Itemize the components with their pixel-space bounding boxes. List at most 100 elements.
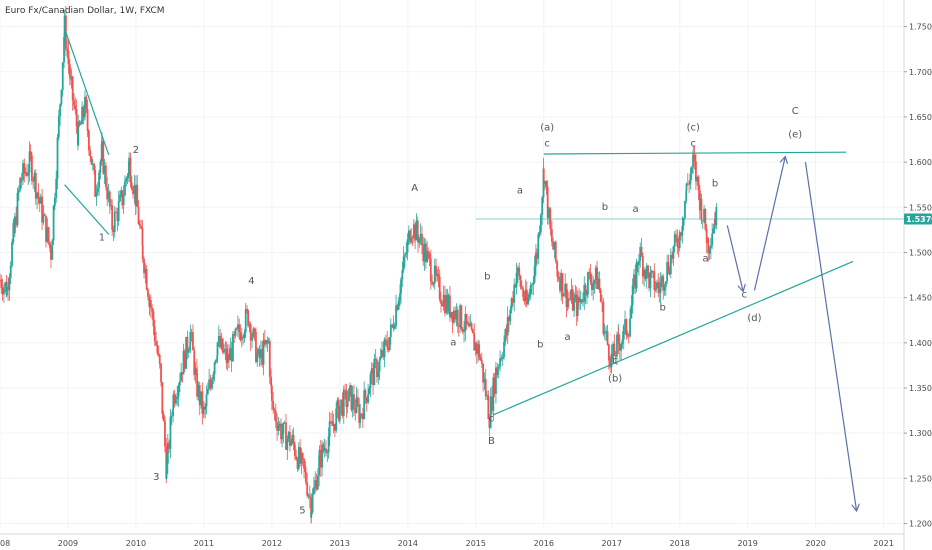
candle-body xyxy=(624,319,626,326)
candle-body xyxy=(432,282,435,285)
candle-body xyxy=(629,318,631,337)
x-tick-label: 2014 xyxy=(398,539,418,548)
candle-body xyxy=(286,438,289,450)
candle-body xyxy=(95,192,98,197)
candle-body xyxy=(281,433,283,440)
candle-body xyxy=(323,448,326,451)
candle-body xyxy=(399,293,401,301)
candle-body xyxy=(421,233,423,246)
x-tick-label: 2018 xyxy=(670,539,690,548)
candle-body xyxy=(686,183,689,185)
candle-body xyxy=(293,444,296,457)
x-tick-label: 2017 xyxy=(602,539,622,548)
candle-body xyxy=(336,399,339,409)
candle-body xyxy=(168,442,171,449)
candle-body xyxy=(155,341,157,346)
candle-body xyxy=(55,178,58,198)
wave-label: c xyxy=(612,356,618,367)
x-tick-label: 2009 xyxy=(58,539,78,548)
wave-label: b xyxy=(712,178,718,189)
candle-body xyxy=(389,324,392,338)
candle-body xyxy=(160,363,162,383)
candle-body xyxy=(169,416,172,449)
candle-body xyxy=(369,374,372,389)
candle-body xyxy=(276,422,279,431)
candle-body xyxy=(570,289,573,300)
candle-body xyxy=(280,423,282,440)
candle-body xyxy=(653,271,656,291)
candle-body xyxy=(589,272,592,283)
candle-body xyxy=(96,188,99,193)
candle-body xyxy=(34,173,37,199)
candle-body xyxy=(431,281,434,285)
candle-body xyxy=(614,355,617,357)
x-tick-label: 2016 xyxy=(534,539,554,548)
candle-body xyxy=(392,324,395,329)
candle-body xyxy=(127,161,130,176)
candle-body xyxy=(571,289,574,311)
wave-labels: 1 2 3 4 5 A Bc a b a b c (a) a b a c (b) b c (c) b a c (d) C (e) xyxy=(99,106,803,516)
candle-body xyxy=(656,282,658,289)
candle-body xyxy=(537,234,540,259)
candle-body xyxy=(440,299,442,304)
candle-body xyxy=(185,336,188,369)
candle-body xyxy=(296,459,299,469)
candle-body xyxy=(340,399,343,406)
candle-body xyxy=(509,309,512,322)
candle-body xyxy=(353,394,355,409)
candle-body xyxy=(650,270,653,273)
candle-body xyxy=(121,190,124,206)
y-tick-label: 1.25000 xyxy=(909,474,932,483)
y-tick-label: 1.75000 xyxy=(909,23,932,32)
candle-body xyxy=(583,284,586,302)
candle-body xyxy=(368,388,371,395)
candle-body xyxy=(161,382,164,414)
candle-body xyxy=(668,272,671,275)
candle-body xyxy=(451,312,454,323)
candle-body xyxy=(66,49,69,51)
candle-body xyxy=(535,252,537,267)
candle-body xyxy=(256,354,259,363)
candle-body xyxy=(379,356,382,360)
candle-body xyxy=(633,274,635,286)
candle-body xyxy=(348,388,350,402)
candle-body xyxy=(211,378,213,389)
candle-body xyxy=(133,185,136,195)
candles xyxy=(0,5,718,524)
candle-body xyxy=(108,191,111,207)
candle-body xyxy=(239,332,242,341)
candle-body xyxy=(578,296,580,303)
candle-body xyxy=(77,121,80,146)
candle-body xyxy=(657,282,660,288)
candle-body xyxy=(538,232,541,235)
candle-body xyxy=(610,353,613,360)
candle-body xyxy=(513,284,516,303)
candle-body xyxy=(217,335,220,343)
candle-body xyxy=(480,360,483,364)
candle-body xyxy=(487,395,490,420)
candle-body xyxy=(304,468,307,473)
candle-body xyxy=(567,298,570,299)
candle-body xyxy=(697,176,700,191)
candle-body xyxy=(81,106,83,124)
candle-body xyxy=(220,338,223,348)
candle-body xyxy=(41,196,43,223)
candle-body xyxy=(560,273,563,291)
wave-label: b xyxy=(484,272,490,283)
candle-body xyxy=(569,298,572,300)
candle-body xyxy=(270,376,272,386)
candle-body xyxy=(173,394,176,404)
candle-body xyxy=(355,397,358,413)
candle-body xyxy=(144,268,147,274)
candle-body xyxy=(103,165,106,174)
candle-body xyxy=(205,394,208,407)
candle-body xyxy=(680,232,682,236)
candle-body xyxy=(618,343,621,351)
candle-body xyxy=(28,151,31,173)
candle-body xyxy=(484,379,487,397)
candle-body xyxy=(130,182,133,190)
candle-body xyxy=(300,453,303,464)
candle-body xyxy=(295,456,298,460)
wave-label: 4 xyxy=(248,276,254,287)
